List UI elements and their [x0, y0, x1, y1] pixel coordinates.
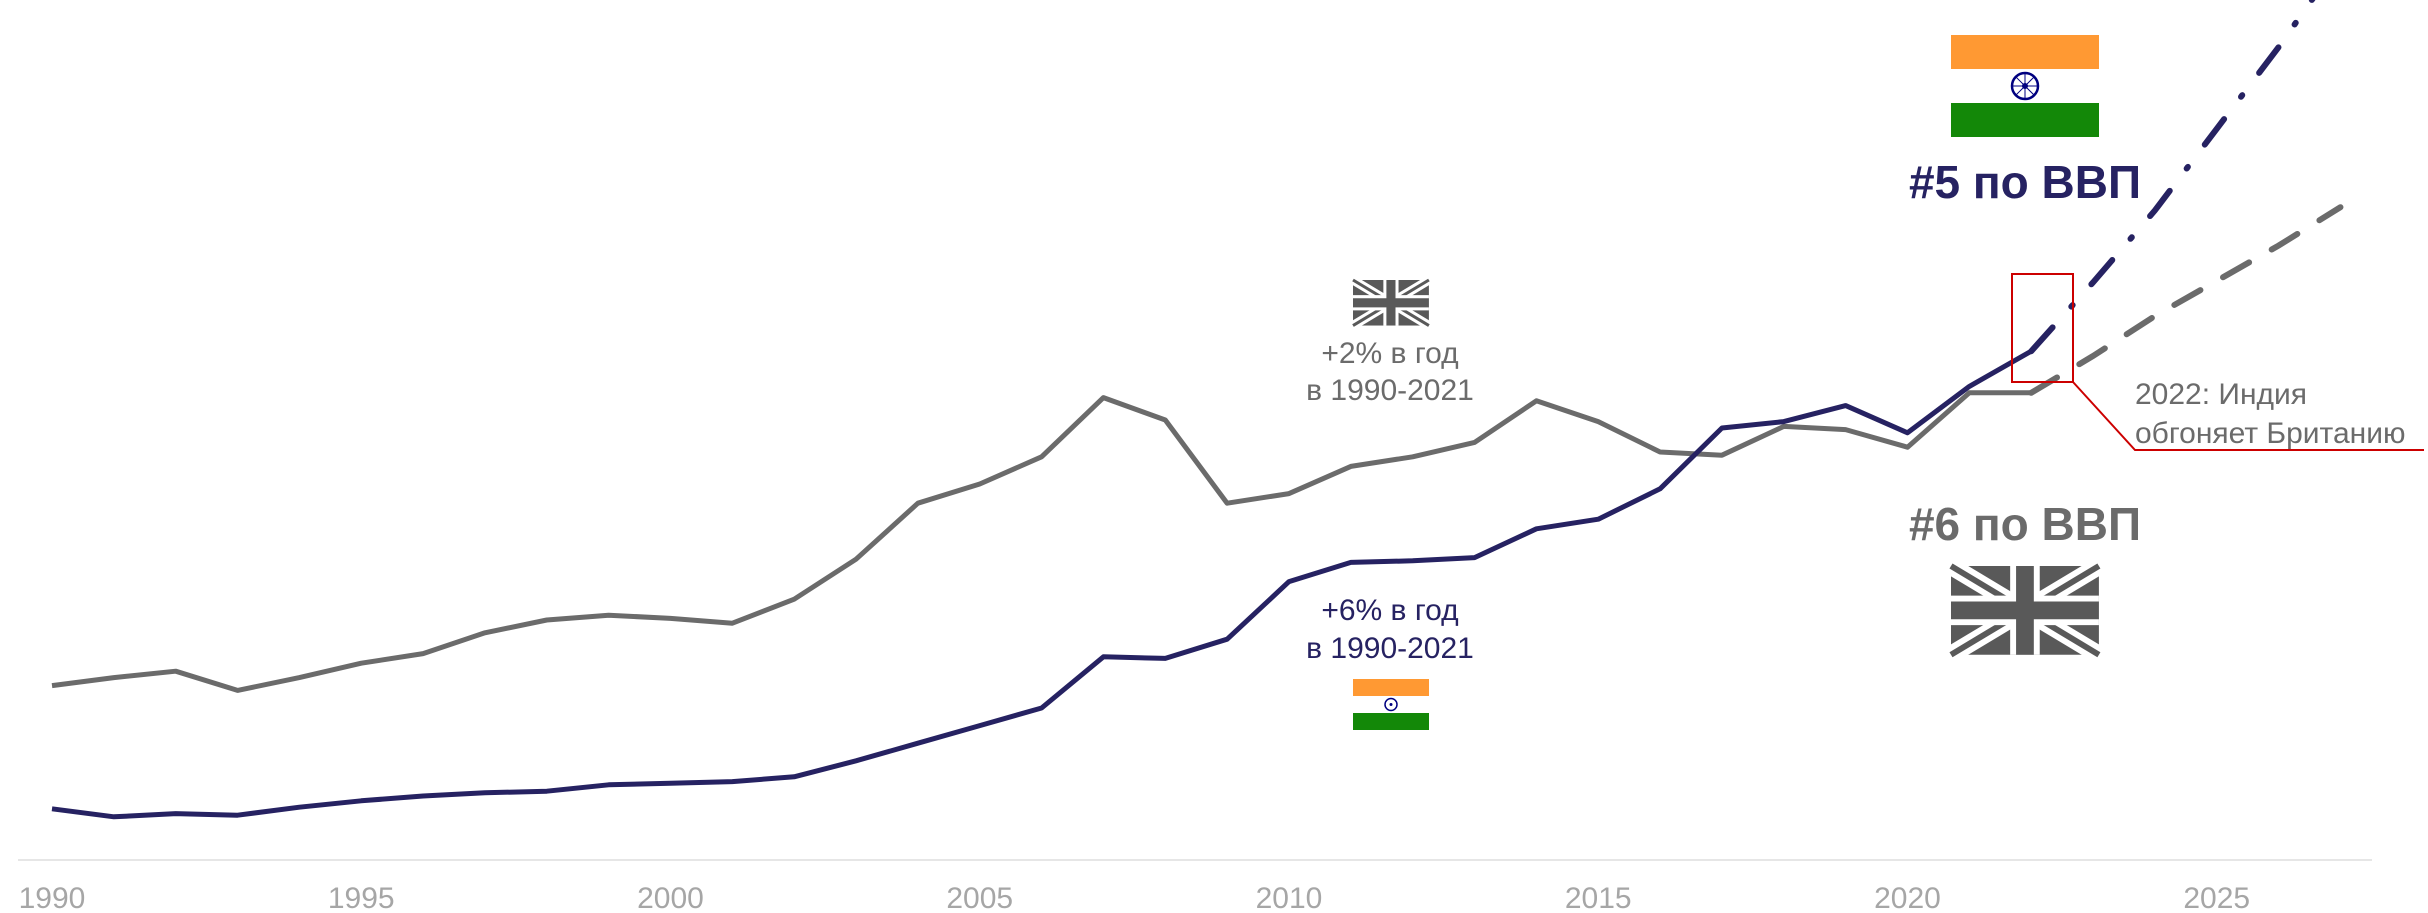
x-tick-label: 1995 [328, 882, 395, 913]
callout-line-2: обгоняет Британию [2135, 417, 2405, 450]
india-rank-label: #5 по ВВП [1909, 156, 2141, 208]
x-tick-label: 2020 [1874, 882, 1941, 913]
callout-line-1: 2022: Индия [2135, 378, 2307, 411]
x-tick-label: 1990 [19, 882, 86, 913]
uk-flag-icon-large [1946, 558, 2104, 663]
india-growth-line-2: в 1990-2021 [1306, 632, 1474, 665]
india-flag-icon-small [1353, 679, 1429, 730]
x-axis-tick-labels: 1990 1995 2000 2005 2010 2015 2020 2025 [19, 882, 2251, 913]
crossover-highlight-box [2011, 273, 2074, 383]
uk-gdp-line [51, 390, 2032, 693]
uk-forecast-line [2028, 204, 2344, 396]
uk-flag-icon-small [1350, 276, 1432, 330]
india-flag-icon-large [1951, 35, 2099, 137]
uk-growth-line-1: +2% в год [1321, 337, 1458, 370]
india-gdp-line [51, 349, 2033, 820]
uk-rank-label: #6 по ВВП [1909, 498, 2141, 550]
series-layer [51, 0, 2344, 820]
india-forecast-line [2028, 0, 2316, 355]
x-tick-label: 2005 [946, 882, 1013, 913]
x-tick-label: 2010 [1256, 882, 1323, 913]
x-tick-label: 2015 [1565, 882, 1632, 913]
callout-leader-line [2072, 381, 2424, 451]
x-tick-label: 2025 [2183, 882, 2250, 913]
x-tick-label: 2000 [637, 882, 704, 913]
india-growth-line-1: +6% в год [1321, 594, 1458, 627]
uk-growth-line-2: в 1990-2021 [1306, 374, 1474, 407]
